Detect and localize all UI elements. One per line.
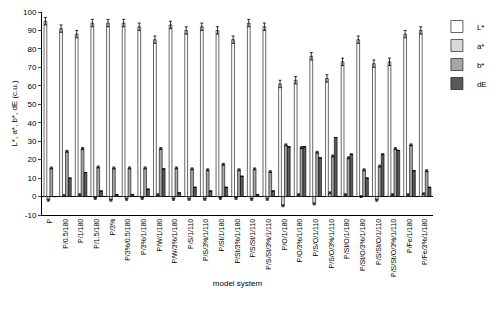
svg-text:20: 20	[27, 155, 36, 164]
svg-text:100: 100	[23, 8, 37, 17]
svg-text:P/3%/0.5/180: P/3%/0.5/180	[124, 219, 131, 261]
svg-text:P/1/180: P/1/180	[77, 219, 84, 243]
svg-text:P/W/1/180: P/W/1/180	[156, 219, 163, 252]
svg-text:P/S/St/O/1/110: P/S/St/O/1/110	[375, 219, 382, 265]
svg-text:P/S/3%/1/110: P/S/3%/1/110	[202, 219, 209, 261]
svg-text:90: 90	[27, 26, 36, 35]
svg-text:80: 80	[27, 45, 36, 54]
svg-text:a*: a*	[477, 42, 485, 51]
svg-text:0: 0	[32, 192, 37, 201]
svg-text:50: 50	[27, 100, 36, 109]
svg-text:P/O/1/180: P/O/1/180	[281, 219, 288, 251]
svg-text:P/S/O/1/110: P/S/O/1/110	[312, 219, 319, 257]
svg-text:10: 10	[27, 174, 36, 183]
svg-text:P/0.5/180: P/0.5/180	[62, 219, 69, 249]
svg-text:L*, a*, b*, dE (c.u.): L*, a*, b*, dE (c.u.)	[10, 80, 19, 147]
svg-text:60: 60	[27, 82, 36, 91]
svg-text:P/St/O/1/180: P/St/O/1/180	[343, 219, 350, 259]
svg-text:dE: dE	[477, 80, 487, 89]
svg-text:model system: model system	[213, 279, 263, 288]
svg-text:P/St/1/180: P/St/1/180	[218, 219, 225, 252]
svg-text:P: P	[46, 218, 53, 223]
svg-text:P/3%: P/3%	[109, 219, 116, 236]
svg-text:30: 30	[27, 137, 36, 146]
svg-text:-10: -10	[25, 211, 37, 220]
svg-text:P/St/O/3%/1/180: P/St/O/3%/1/180	[359, 219, 366, 271]
svg-text:P/O/3%/1/180: P/O/3%/1/180	[296, 219, 303, 263]
svg-text:P/S/O/3%/1/110: P/S/O/3%/1/110	[328, 219, 335, 269]
svg-text:70: 70	[27, 63, 36, 72]
svg-text:P/1.5/180: P/1.5/180	[93, 219, 100, 249]
svg-text:b*: b*	[477, 61, 485, 70]
svg-text:P/S/1/110: P/S/1/110	[187, 219, 194, 249]
svg-text:P/Fe/3%/1/180: P/Fe/3%/1/180	[421, 219, 428, 265]
svg-text:P/S/St/3%/1/110: P/S/St/3%/1/110	[265, 219, 272, 270]
svg-text:P/St/3%/1/180: P/St/3%/1/180	[234, 219, 241, 264]
svg-text:P/W/3%/1/180: P/W/3%/1/180	[171, 219, 178, 264]
svg-text:P/Fe/1/180: P/Fe/1/180	[406, 219, 413, 253]
svg-text:P/S/St/1/110: P/S/St/1/110	[249, 219, 256, 258]
svg-text:P/S/St/O/3%/1/110: P/S/St/O/3%/1/110	[390, 219, 397, 277]
svg-text:L*: L*	[477, 23, 485, 32]
svg-text:P/3%/1/180: P/3%/1/180	[140, 219, 147, 255]
svg-text:40: 40	[27, 119, 36, 128]
